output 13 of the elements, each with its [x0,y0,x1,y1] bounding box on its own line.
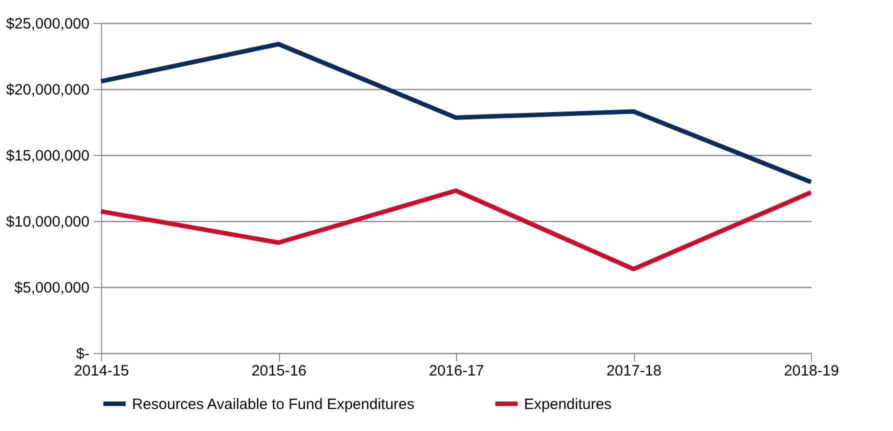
x-tick-label: 2015-16 [251,362,307,380]
x-tick-label: 2017-18 [606,362,662,380]
y-tick-label: $5,000,000 [14,280,90,296]
y-tick-label: $15,000,000 [6,148,90,164]
y-tick-label: $- [76,346,90,362]
x-tick-label: 2016-17 [428,362,484,380]
legend-label: Resources Available to Fund Expenditures [132,396,414,413]
y-tick-label: $20,000,000 [6,82,90,98]
y-tick-label: $25,000,000 [6,16,90,32]
legend-label: Expenditures [524,396,612,413]
y-tick-label: $10,000,000 [6,214,90,230]
x-tick-label: 2018-19 [784,362,840,380]
x-tick-label: 2014-15 [74,362,130,380]
